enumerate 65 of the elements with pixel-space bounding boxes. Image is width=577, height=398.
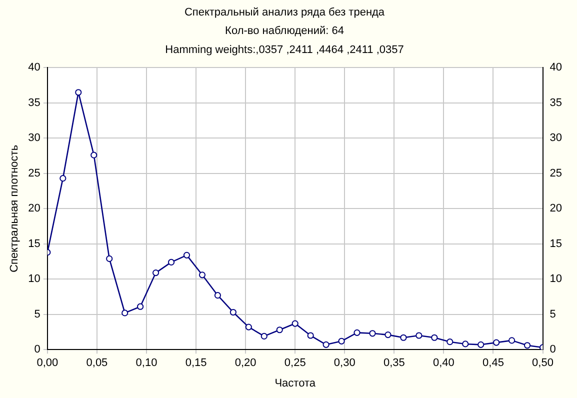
point	[493, 339, 500, 346]
point	[183, 252, 190, 258]
point	[462, 340, 469, 348]
point	[508, 337, 516, 344]
y2-tick-label: 10	[550, 273, 562, 286]
y-tick-label: 5	[34, 308, 40, 320]
point	[322, 341, 330, 348]
point	[230, 308, 236, 316]
y2-tick-label: 35	[550, 96, 562, 109]
point	[245, 324, 252, 330]
y-axis-title: Спектральная плотность	[8, 144, 21, 272]
chart-title: Спектральный анализ ряда без тренда	[184, 6, 386, 19]
y-tick-label: 25	[28, 167, 40, 180]
point	[292, 320, 298, 327]
y-tick-label: 15	[28, 238, 40, 250]
point	[168, 258, 175, 266]
y2-tick-label: 40	[550, 62, 562, 74]
y-tick-label: 40	[28, 62, 40, 74]
point	[122, 310, 128, 316]
y2-tick-label: 20	[550, 202, 562, 215]
x-tick-label: 0,00	[36, 357, 58, 370]
y-tick-label: 10	[28, 273, 40, 286]
y2-tick-label: 25	[550, 167, 562, 180]
point	[152, 269, 160, 276]
point	[75, 89, 82, 96]
point	[431, 334, 438, 341]
x-tick-label: 0,30	[334, 357, 356, 370]
x-tick-label: 0,40	[432, 357, 454, 370]
x-tick-label: 0,45	[482, 357, 504, 370]
text: Hamming weights:,0357 ,2411 ,4464 ,2411 ,0357	[165, 44, 404, 56]
point	[276, 326, 283, 334]
x-tick-label: 0,35	[383, 357, 405, 370]
point	[446, 338, 454, 346]
y-tick-label: 35	[28, 96, 40, 109]
y2-tick-label: 30	[550, 132, 562, 144]
point	[198, 272, 206, 278]
point	[214, 292, 222, 299]
x-tick-label: 0,50	[532, 357, 554, 370]
text: Кол-во наблюдений: 64	[225, 24, 344, 37]
x-tick-label: 0,05	[86, 357, 108, 370]
x-tick-label: 0,15	[185, 357, 207, 370]
point	[384, 332, 392, 338]
x-axis-title: Частота	[274, 377, 316, 390]
x-tick-label: 0,20	[234, 357, 256, 370]
point	[260, 332, 268, 340]
y-tick-label: 30	[28, 132, 40, 144]
point	[338, 338, 345, 344]
point	[106, 255, 113, 262]
point	[478, 341, 484, 348]
x-tick-label: 0,10	[136, 357, 158, 370]
point	[524, 342, 531, 349]
x-tick-label: 0,25	[284, 357, 306, 370]
point	[400, 334, 407, 341]
y-tick-label: 0	[34, 344, 40, 356]
y2-tick-label: 15	[550, 238, 562, 250]
point	[307, 332, 314, 339]
point	[90, 152, 98, 158]
point	[354, 329, 360, 336]
point	[416, 332, 422, 339]
y2-tick-label: 5	[550, 308, 556, 320]
y-tick-label: 20	[28, 202, 40, 215]
point	[369, 330, 376, 337]
point	[137, 303, 144, 310]
point	[60, 175, 66, 182]
y2-tick-label: 0	[550, 344, 556, 356]
